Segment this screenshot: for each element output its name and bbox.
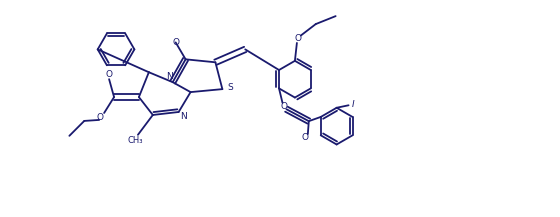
Text: CH₃: CH₃ bbox=[127, 136, 143, 145]
Text: O: O bbox=[281, 102, 287, 111]
Text: N: N bbox=[166, 72, 173, 81]
Text: O: O bbox=[301, 133, 309, 141]
Text: O: O bbox=[295, 35, 301, 43]
Text: O: O bbox=[106, 70, 113, 79]
Text: I: I bbox=[352, 100, 355, 109]
Text: O: O bbox=[97, 113, 104, 122]
Text: O: O bbox=[172, 38, 179, 47]
Text: N: N bbox=[180, 112, 187, 122]
Text: S: S bbox=[227, 83, 233, 92]
